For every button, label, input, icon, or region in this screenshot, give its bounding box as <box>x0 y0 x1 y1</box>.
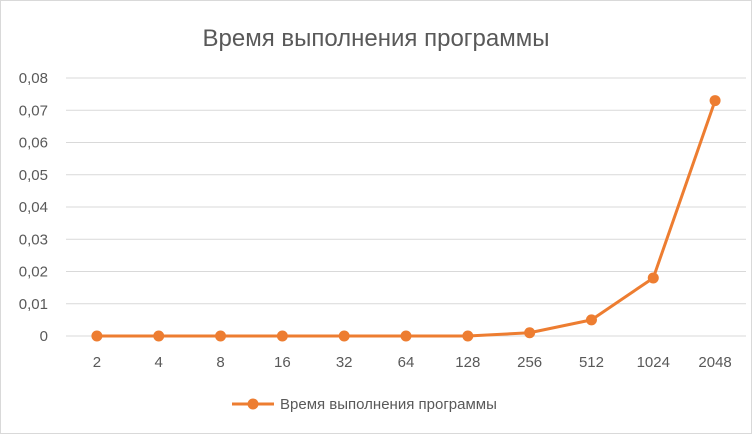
x-tick-label: 128 <box>455 354 480 371</box>
x-tick-label: 2048 <box>698 354 731 371</box>
x-tick-label: 8 <box>216 354 224 371</box>
legend-point-marker <box>247 398 259 410</box>
y-tick-label: 0,01 <box>19 296 48 313</box>
x-tick-label: 64 <box>398 354 415 371</box>
data-point <box>709 95 721 107</box>
chart-title: Время выполнения программы <box>202 25 549 52</box>
y-axis-ticks: 0 0,01 0,02 0,03 0,04 0,05 0,06 0,07 0,08 <box>19 70 48 345</box>
data-point <box>585 314 597 326</box>
y-tick-label: 0,08 <box>19 70 48 87</box>
y-tick-label: 0,07 <box>19 102 48 119</box>
y-tick-label: 0,03 <box>19 231 48 248</box>
y-tick-label: 0,02 <box>19 264 48 281</box>
data-point <box>91 330 103 342</box>
x-tick-label: 32 <box>336 354 353 371</box>
series-line <box>95 99 717 338</box>
series-layer <box>91 95 721 342</box>
y-tick-label: 0,04 <box>19 199 48 216</box>
x-tick-label: 512 <box>579 354 604 371</box>
legend-label: Время выполнения программы <box>280 396 497 413</box>
y-tick-label: 0,05 <box>19 167 48 184</box>
y-tick-label: 0 <box>40 328 48 345</box>
y-tick-label: 0,06 <box>19 135 48 152</box>
data-point <box>276 330 288 342</box>
data-point <box>215 330 227 342</box>
x-tick-label: 2 <box>93 354 101 371</box>
gridlines <box>66 77 746 337</box>
data-point <box>400 330 412 342</box>
data-point <box>647 272 659 284</box>
x-tick-label: 256 <box>517 354 542 371</box>
data-point <box>153 330 165 342</box>
data-point <box>524 327 536 339</box>
data-point <box>338 330 350 342</box>
x-axis-ticks: 2 4 8 16 32 64 128 256 512 1024 2048 <box>93 354 732 371</box>
legend: Время выполнения программы <box>232 396 497 413</box>
x-tick-label: 4 <box>155 354 163 371</box>
x-tick-label: 16 <box>274 354 291 371</box>
x-tick-label: 1024 <box>637 354 670 371</box>
data-point <box>462 330 474 342</box>
